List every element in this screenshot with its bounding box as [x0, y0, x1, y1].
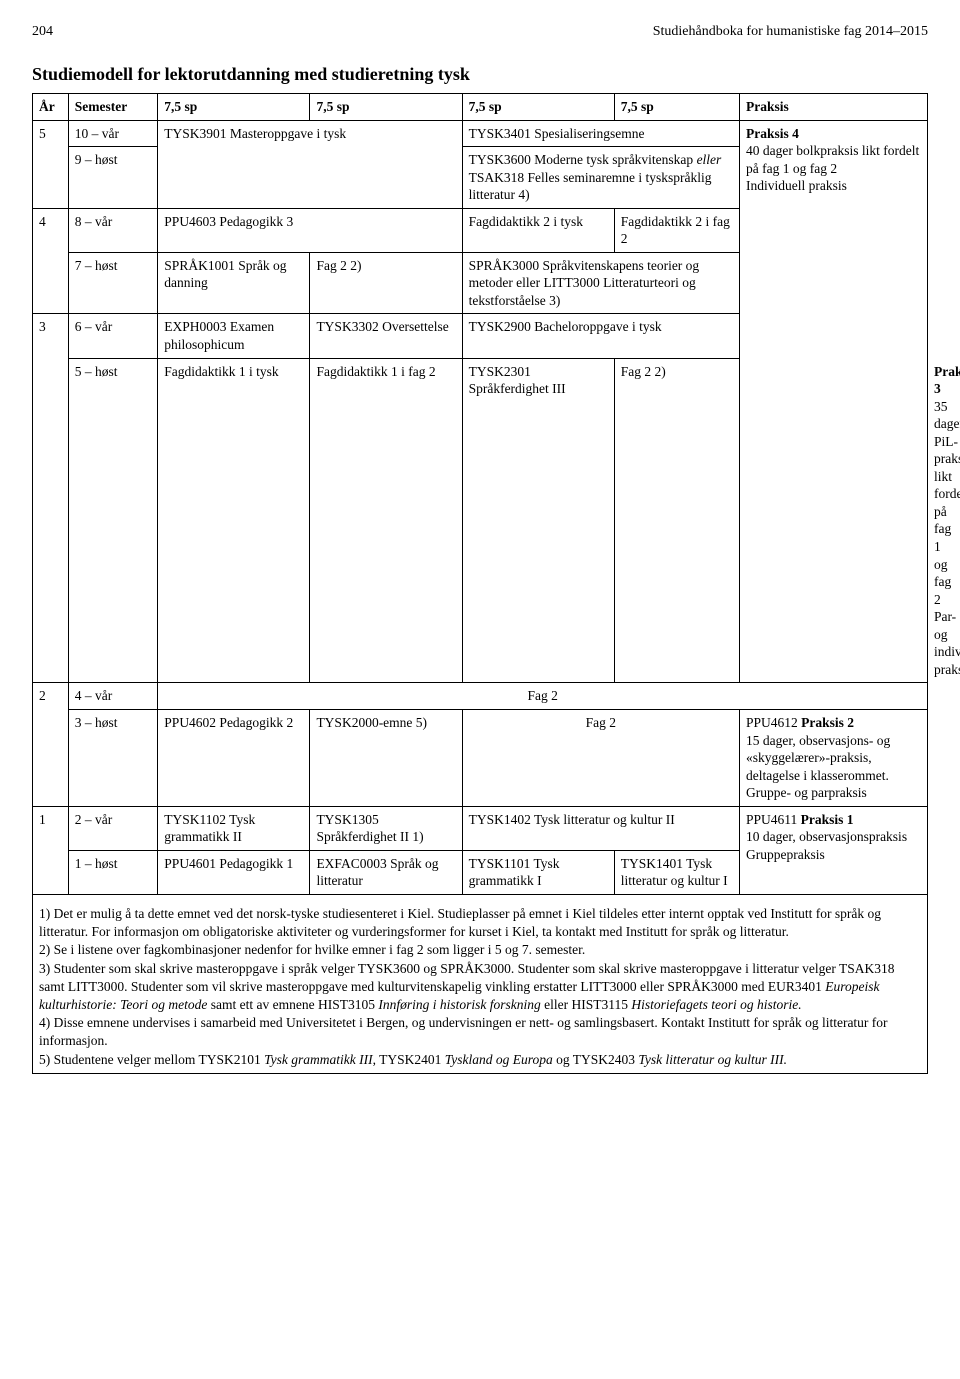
cell-text: TYSK3600 Moderne tysk språkvitenskap — [469, 152, 697, 167]
praksis-title: Praksis 4 — [746, 126, 799, 141]
year-cell: 2 — [33, 683, 69, 806]
cell: TYSK1401 Tysk litteratur og kultur I — [614, 850, 739, 894]
notes-cell: 1) Det er mulig å ta dette emnet ved det… — [33, 894, 928, 1073]
praksis-body: 40 dager bolkpraksis likt fordelt på fag… — [746, 143, 919, 193]
cell: PPU4602 Pedagogikk 2 — [158, 709, 310, 806]
cell: TYSK1402 Tysk litteratur og kultur II — [462, 806, 739, 850]
table-row: 5 10 – vår TYSK3901 Masteroppgave i tysk… — [33, 120, 928, 147]
cell: Fag 2 — [158, 683, 928, 710]
cell-text-italic: eller — [697, 152, 722, 167]
semester-cell: 9 – høst — [68, 147, 158, 209]
cell: SPRÅK3000 Språkvitenskapens teorier og m… — [462, 252, 739, 314]
cell: TYSK2000-emne 5) — [310, 709, 462, 806]
col-sp-4: 7,5 sp — [614, 94, 739, 121]
table-row: 3 – høst PPU4602 Pedagogikk 2 TYSK2000-e… — [33, 709, 928, 806]
note-text-italic: Tysk litteratur og kultur III. — [638, 1052, 787, 1067]
praksis-title: PPU4611 Praksis 1 — [746, 812, 854, 827]
note-text-italic: Tyskland og Europa — [445, 1052, 553, 1067]
col-ar: År — [33, 94, 69, 121]
cell: TYSK3901 Masteroppgave i tysk — [158, 120, 462, 208]
page-header: 204 Studiehåndboka for humanistiske fag … — [32, 24, 928, 40]
col-sp-3: 7,5 sp — [462, 94, 614, 121]
cell: EXPH0003 Examen philosophicum — [158, 314, 310, 358]
cell: TYSK3302 Oversettelse — [310, 314, 462, 358]
note-text: 3) Studenter som skal skrive masteroppga… — [39, 961, 895, 994]
footnote-4: 4) Disse emnene undervises i samarbeid m… — [39, 1014, 921, 1050]
table-row: 2 4 – vår Fag 2 — [33, 683, 928, 710]
semester-cell: 4 – vår — [68, 683, 158, 710]
cell: TYSK1305 Språkferdighet II 1) — [310, 806, 462, 850]
footnotes: 1) Det er mulig å ta dette emnet ved det… — [39, 905, 921, 1069]
semester-cell: 2 – vår — [68, 806, 158, 850]
study-model-table: År Semester 7,5 sp 7,5 sp 7,5 sp 7,5 sp … — [32, 93, 928, 1074]
footnote-5: 5) Studentene velger mellom TYSK2101 Tys… — [39, 1051, 921, 1069]
notes-row: 1) Det er mulig å ta dette emnet ved det… — [33, 894, 928, 1073]
cell: Fagdidaktikk 2 i fag 2 — [614, 208, 739, 252]
semester-cell: 10 – vår — [68, 120, 158, 147]
praksis-cell: PPU4612 Praksis 2 15 dager, observasjons… — [740, 709, 928, 806]
cell: Fag 2 — [462, 709, 739, 806]
praksis-body: 10 dager, observasjonspraksis Gruppeprak… — [746, 829, 907, 862]
cell: PPU4603 Pedagogikk 3 — [158, 208, 462, 252]
cell: Fagdidaktikk 2 i tysk — [462, 208, 614, 252]
semester-cell: 5 – høst — [68, 358, 158, 683]
cell-text: TSAK318 Felles seminaremne i tyskspråkli… — [469, 170, 712, 203]
section-title: Studiemodell for lektorutdanning med stu… — [32, 64, 928, 85]
semester-cell: 7 – høst — [68, 252, 158, 314]
note-text: 5) Studentene velger mellom TYSK2101 — [39, 1052, 264, 1067]
cell: SPRÅK1001 Språk og danning — [158, 252, 310, 314]
cell: PPU4601 Pedagogikk 1 — [158, 850, 310, 894]
note-text-italic: Tysk grammatikk III — [264, 1052, 372, 1067]
table-row: 1 2 – vår TYSK1102 Tysk grammatikk II TY… — [33, 806, 928, 850]
year-cell: 3 — [33, 314, 69, 683]
col-sp-2: 7,5 sp — [310, 94, 462, 121]
praksis-title: PPU4612 Praksis 2 — [746, 715, 854, 730]
year-cell: 4 — [33, 208, 69, 314]
table-header-row: År Semester 7,5 sp 7,5 sp 7,5 sp 7,5 sp … — [33, 94, 928, 121]
year-cell: 5 — [33, 120, 69, 208]
cell: TYSK2900 Bacheloroppgave i tysk — [462, 314, 739, 358]
note-text: eller HIST3115 — [541, 997, 632, 1012]
note-text: og TYSK2403 — [553, 1052, 639, 1067]
praksis-body: 15 dager, observasjons- og «skyggelærer»… — [746, 733, 890, 801]
cell: TYSK3401 Spesialiseringsemne — [462, 120, 739, 147]
running-title: Studiehåndboka for humanistiske fag 2014… — [653, 24, 928, 40]
semester-cell: 1 – høst — [68, 850, 158, 894]
praksis-body: 35 dager PiL-praksis likt fordelt på fag… — [934, 399, 960, 677]
year-cell: 1 — [33, 806, 69, 894]
cell: EXFAC0003 Språk og litteratur — [310, 850, 462, 894]
cell: TYSK1102 Tysk grammatikk II — [158, 806, 310, 850]
footnote-3: 3) Studenter som skal skrive masteroppga… — [39, 960, 921, 1015]
cell: Fag 2 2) — [310, 252, 462, 314]
note-text: , TYSK2401 — [373, 1052, 445, 1067]
cell: TYSK3600 Moderne tysk språkvitenskap ell… — [462, 147, 739, 209]
cell: Fag 2 2) — [614, 358, 739, 683]
cell: TYSK1101 Tysk grammatikk I — [462, 850, 614, 894]
note-text-italic: Historiefagets teori og historie. — [631, 997, 801, 1012]
cell: Fagdidaktikk 1 i tysk — [158, 358, 310, 683]
note-text: samt ett av emnene HIST3105 — [207, 997, 378, 1012]
praksis-cell: PPU4611 Praksis 1 10 dager, observasjons… — [740, 806, 928, 894]
semester-cell: 6 – vår — [68, 314, 158, 358]
semester-cell: 3 – høst — [68, 709, 158, 806]
cell: TYSK2301 Språkferdighet III — [462, 358, 614, 683]
footnote-1: 1) Det er mulig å ta dette emnet ved det… — [39, 905, 921, 941]
col-praksis: Praksis — [740, 94, 928, 121]
praksis-cell: Praksis 4 40 dager bolkpraksis likt ford… — [740, 120, 928, 683]
page-number: 204 — [32, 24, 53, 40]
note-text-italic: Innføring i historisk forskning — [378, 997, 540, 1012]
praksis-title: Praksis 3 — [934, 364, 960, 397]
col-semester: Semester — [68, 94, 158, 121]
col-sp-1: 7,5 sp — [158, 94, 310, 121]
footnote-2: 2) Se i listene over fagkombinasjoner ne… — [39, 941, 921, 959]
semester-cell: 8 – vår — [68, 208, 158, 252]
cell: Fagdidaktikk 1 i fag 2 — [310, 358, 462, 683]
